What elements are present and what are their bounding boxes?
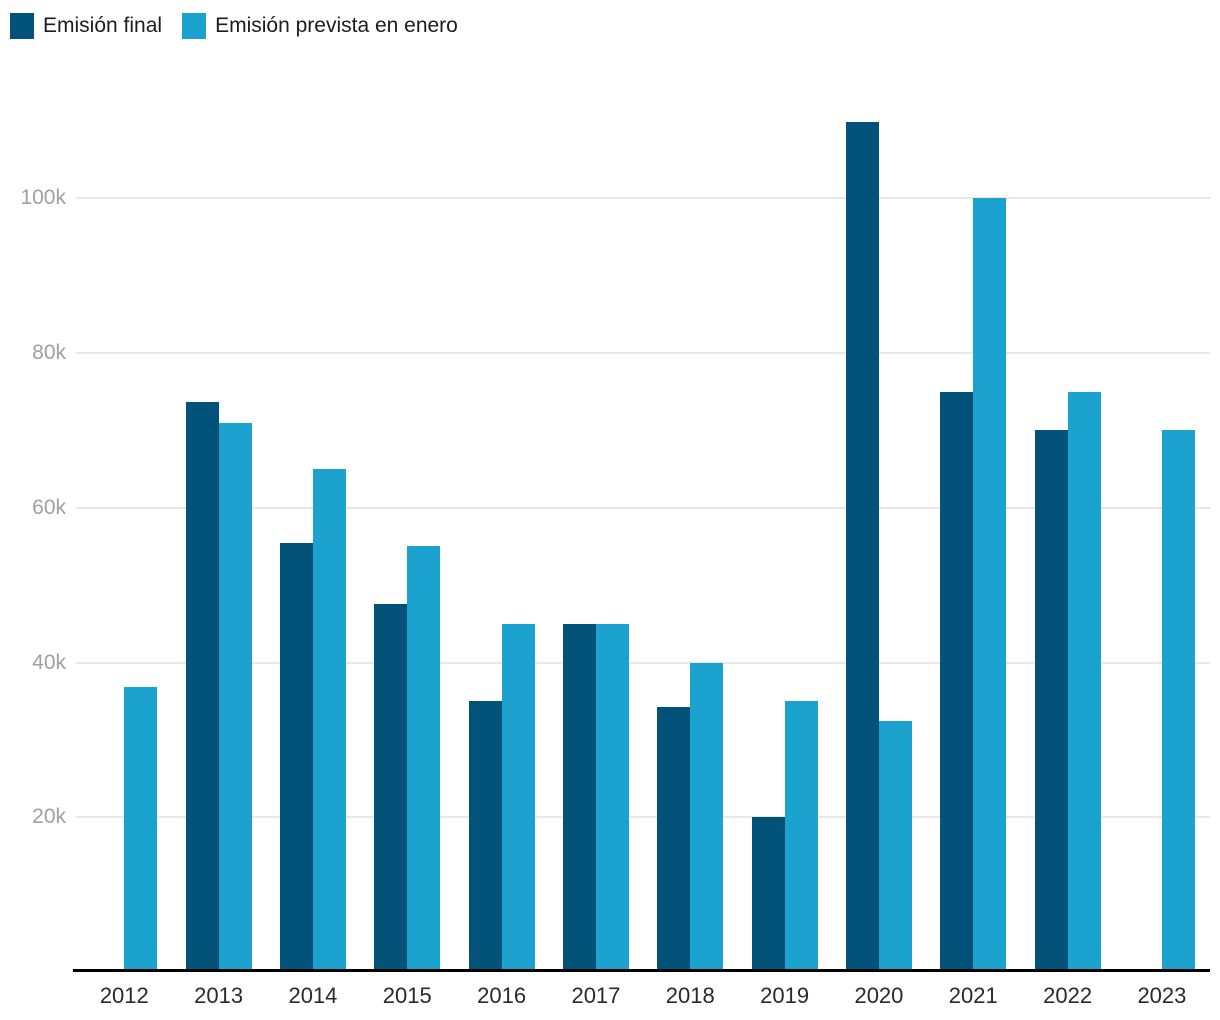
- x-tick-label-2015: 2015: [382, 983, 432, 1008]
- bar-prevista-2018: [690, 662, 724, 972]
- legend-item-emision-final: Emisión final: [10, 13, 162, 39]
- x-tick-label-2019: 2019: [760, 983, 810, 1008]
- bar-prevista-2017: [595, 623, 629, 972]
- y-tick-label-20k: 20k: [32, 805, 66, 829]
- gridline-60k: [76, 506, 1210, 509]
- x-tick-label-2022: 2022: [1043, 983, 1093, 1008]
- bar-prevista-2012: [124, 687, 158, 972]
- x-tick-label-2021: 2021: [948, 983, 998, 1008]
- x-tick-label-2014: 2014: [288, 983, 338, 1008]
- bar-prevista-2021: [973, 198, 1007, 972]
- gridline-80k: [76, 352, 1210, 354]
- bar-prevista-2023: [1161, 430, 1195, 972]
- bar-prevista-2013: [218, 422, 252, 972]
- legend-swatch-emision-prevista: [182, 13, 207, 39]
- y-tick-label-80k: 80k: [32, 341, 66, 364]
- bar-final-2015: [374, 604, 408, 972]
- legend-swatch-emision-final: [10, 13, 34, 39]
- bar-final-2021: [940, 391, 974, 972]
- bar-final-2022: [1034, 430, 1068, 972]
- bar-prevista-2015: [407, 546, 441, 972]
- legend-item-emision-prevista: Emisión prevista en enero: [182, 13, 458, 39]
- gridline-100k: [76, 197, 1210, 200]
- bar-prevista-2019: [784, 701, 818, 972]
- bar-final-2017: [562, 623, 596, 972]
- x-tick-label-2023: 2023: [1137, 983, 1187, 1008]
- bar-final-2019: [751, 817, 785, 972]
- y-tick-label-100k: 100k: [20, 186, 66, 210]
- legend-label-emision-final: Emisión final: [43, 14, 163, 37]
- gridline-20k: [76, 816, 1210, 819]
- bar-final-2014: [279, 542, 313, 972]
- legend: Emisión final Emisión prevista en enero: [10, 13, 458, 39]
- y-tick-label-40k: 40k: [32, 650, 66, 674]
- gridline-40k: [76, 661, 1210, 664]
- legend-label-emision-prevista: Emisión prevista en enero: [215, 14, 458, 37]
- x-tick-label-2013: 2013: [194, 983, 244, 1008]
- bar-prevista-2016: [501, 623, 535, 972]
- x-tick-label-2012: 2012: [99, 983, 149, 1008]
- x-tick-label-2020: 2020: [854, 983, 904, 1008]
- x-axis-line: [73, 969, 1210, 972]
- bar-prevista-2014: [312, 469, 346, 972]
- bar-prevista-2022: [1067, 391, 1101, 972]
- bar-prevista-2020: [878, 720, 912, 972]
- y-tick-label-60k: 60k: [32, 495, 66, 519]
- bar-final-2020: [845, 121, 879, 972]
- bar-final-2016: [468, 701, 502, 972]
- x-tick-label-2018: 2018: [665, 983, 715, 1008]
- x-tick-label-2017: 2017: [571, 983, 621, 1008]
- x-tick-label-2016: 2016: [477, 983, 527, 1008]
- bar-final-2018: [657, 706, 691, 972]
- bar-final-2013: [185, 401, 219, 972]
